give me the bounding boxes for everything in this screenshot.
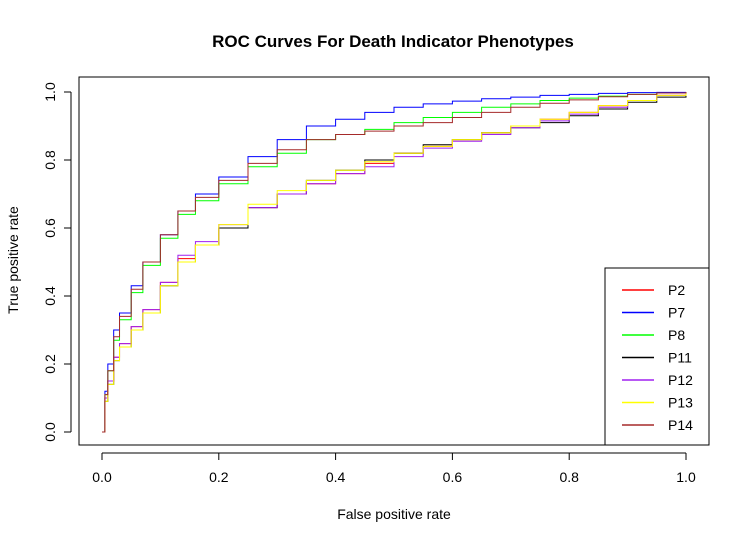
y-tick-label: 0.8 — [42, 150, 58, 170]
y-tick-label: 0.2 — [42, 354, 58, 374]
x-tick-label: 1.0 — [676, 469, 696, 485]
y-tick-label: 0.6 — [42, 218, 58, 238]
series-line-p7 — [102, 91, 687, 433]
y-tick-label: 0.0 — [42, 422, 58, 442]
x-tick-label: 0.2 — [209, 469, 229, 485]
x-tick-label: 0.6 — [443, 469, 463, 485]
chart-title: ROC Curves For Death Indicator Phenotype… — [212, 32, 574, 51]
x-tick-label: 0.8 — [559, 469, 579, 485]
legend-label-p14: P14 — [668, 417, 693, 433]
y-tick-label: 1.0 — [42, 82, 58, 102]
legend-label-p8: P8 — [668, 327, 685, 343]
legend-label-p11: P11 — [668, 350, 692, 366]
series-line-p13 — [102, 92, 687, 433]
y-axis: 0.0 0.2 0.4 0.6 0.8 1.0 — [42, 82, 72, 442]
legend-box — [604, 267, 710, 446]
y-axis-label: True positive rate — [5, 206, 21, 314]
x-axis-label: False positive rate — [337, 506, 451, 522]
legend-label-p2: P2 — [668, 282, 685, 298]
series-line-p14 — [102, 92, 687, 433]
y-tick-label: 0.4 — [42, 286, 58, 306]
x-tick-label: 0.0 — [92, 469, 112, 485]
legend-label-p7: P7 — [668, 305, 685, 321]
legend-label-p12: P12 — [668, 372, 693, 388]
series-layer — [102, 91, 687, 433]
x-tick-label: 0.4 — [326, 469, 346, 485]
x-axis: 0.0 0.2 0.4 0.6 0.8 1.0 — [92, 452, 696, 485]
legend-label-p13: P13 — [668, 395, 693, 411]
plot-area-frame — [78, 76, 710, 446]
legend: P2 P7 P8 P11 P12 P13 P14 — [604, 267, 710, 446]
